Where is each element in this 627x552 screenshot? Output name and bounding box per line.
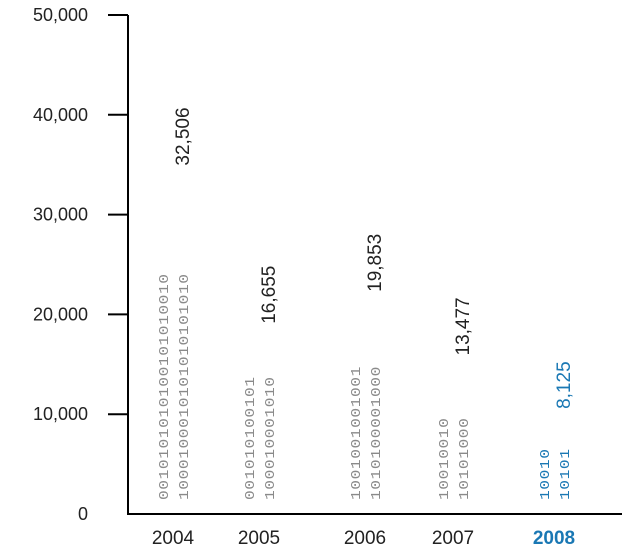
value-label-2007: 13,477 <box>453 297 474 355</box>
bar-digit-column: 10010 <box>538 449 554 501</box>
bar-2006: 1001001001001 1010100001000 <box>349 366 385 500</box>
y-tick-label: 10,000 <box>33 404 88 424</box>
bar-2008: 10010 10101 <box>538 449 574 501</box>
y-tick-label: 40,000 <box>33 105 88 125</box>
bar-digit-column: 1010100001000 <box>369 366 385 500</box>
x-axis: 2004 2005 2006 2007 2008 <box>127 513 622 549</box>
bar-digit-column: 0010101010100101010010 <box>157 273 173 500</box>
x-tick-label-2004: 2004 <box>152 528 195 549</box>
bar-digit-column: 1000100010101010101010 <box>177 273 193 500</box>
bar-digit-column: 10101000 <box>457 418 473 500</box>
bar-2007: 10010010 10101000 <box>437 418 473 500</box>
bar-digit-column: 1001001001001 <box>349 366 365 500</box>
y-tick-label: 0 <box>78 504 88 524</box>
bar-digit-column: 10010010 <box>437 418 453 500</box>
y-axis: 0 10,000 20,000 30,000 40,000 50,000 <box>33 5 129 524</box>
x-tick-label-2005: 2005 <box>238 528 280 549</box>
bar-2004: 0010101010100101010010 100010001010101010… <box>157 273 193 500</box>
bars: 0010101010100101010010 100010001010101010… <box>157 273 574 500</box>
value-label-2004: 32,506 <box>173 107 194 165</box>
value-label-2005: 16,655 <box>259 266 280 324</box>
y-tick-label: 30,000 <box>33 205 88 225</box>
value-label-2008: 8,125 <box>554 361 575 409</box>
y-tick-label: 20,000 <box>33 304 88 324</box>
value-labels: 32,506 16,655 19,853 13,477 8,125 <box>173 107 575 408</box>
x-tick-label-2008: 2008 <box>533 528 575 549</box>
bar-2005: 001010100101 100010001010 <box>243 376 279 500</box>
bar-digit-column: 100010001010 <box>263 376 279 500</box>
y-tick-label: 50,000 <box>33 5 88 25</box>
bar-digit-column: 10101 <box>558 449 574 501</box>
bar-digit-column: 001010100101 <box>243 376 259 500</box>
x-tick-label-2006: 2006 <box>344 528 386 549</box>
x-tick-label-2007: 2007 <box>432 528 474 549</box>
value-label-2006: 19,853 <box>365 234 386 292</box>
